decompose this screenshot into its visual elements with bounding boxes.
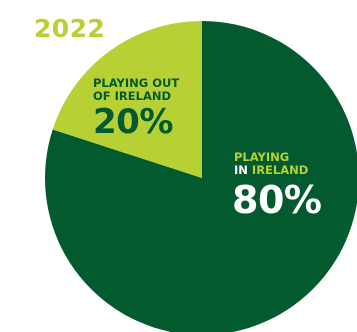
pie-slice-1 — [52, 21, 202, 178]
pie-slice-0 — [45, 21, 357, 332]
slice-value-in: 80% — [232, 178, 322, 222]
chart-title: 2022 — [34, 14, 106, 43]
slice-label-in-line1: PLAYING — [234, 150, 290, 164]
slice-label-in-rest: IRELAND — [247, 163, 309, 177]
slice-label-out-line2: OF IRELAND — [93, 89, 172, 103]
slice-label-out-line1: PLAYING OUT — [93, 76, 180, 90]
slice-value-out: 20% — [93, 102, 173, 142]
slice-label-in-prefix: IN — [234, 163, 248, 177]
slice-label-in-line2: IN IRELAND — [234, 163, 309, 177]
